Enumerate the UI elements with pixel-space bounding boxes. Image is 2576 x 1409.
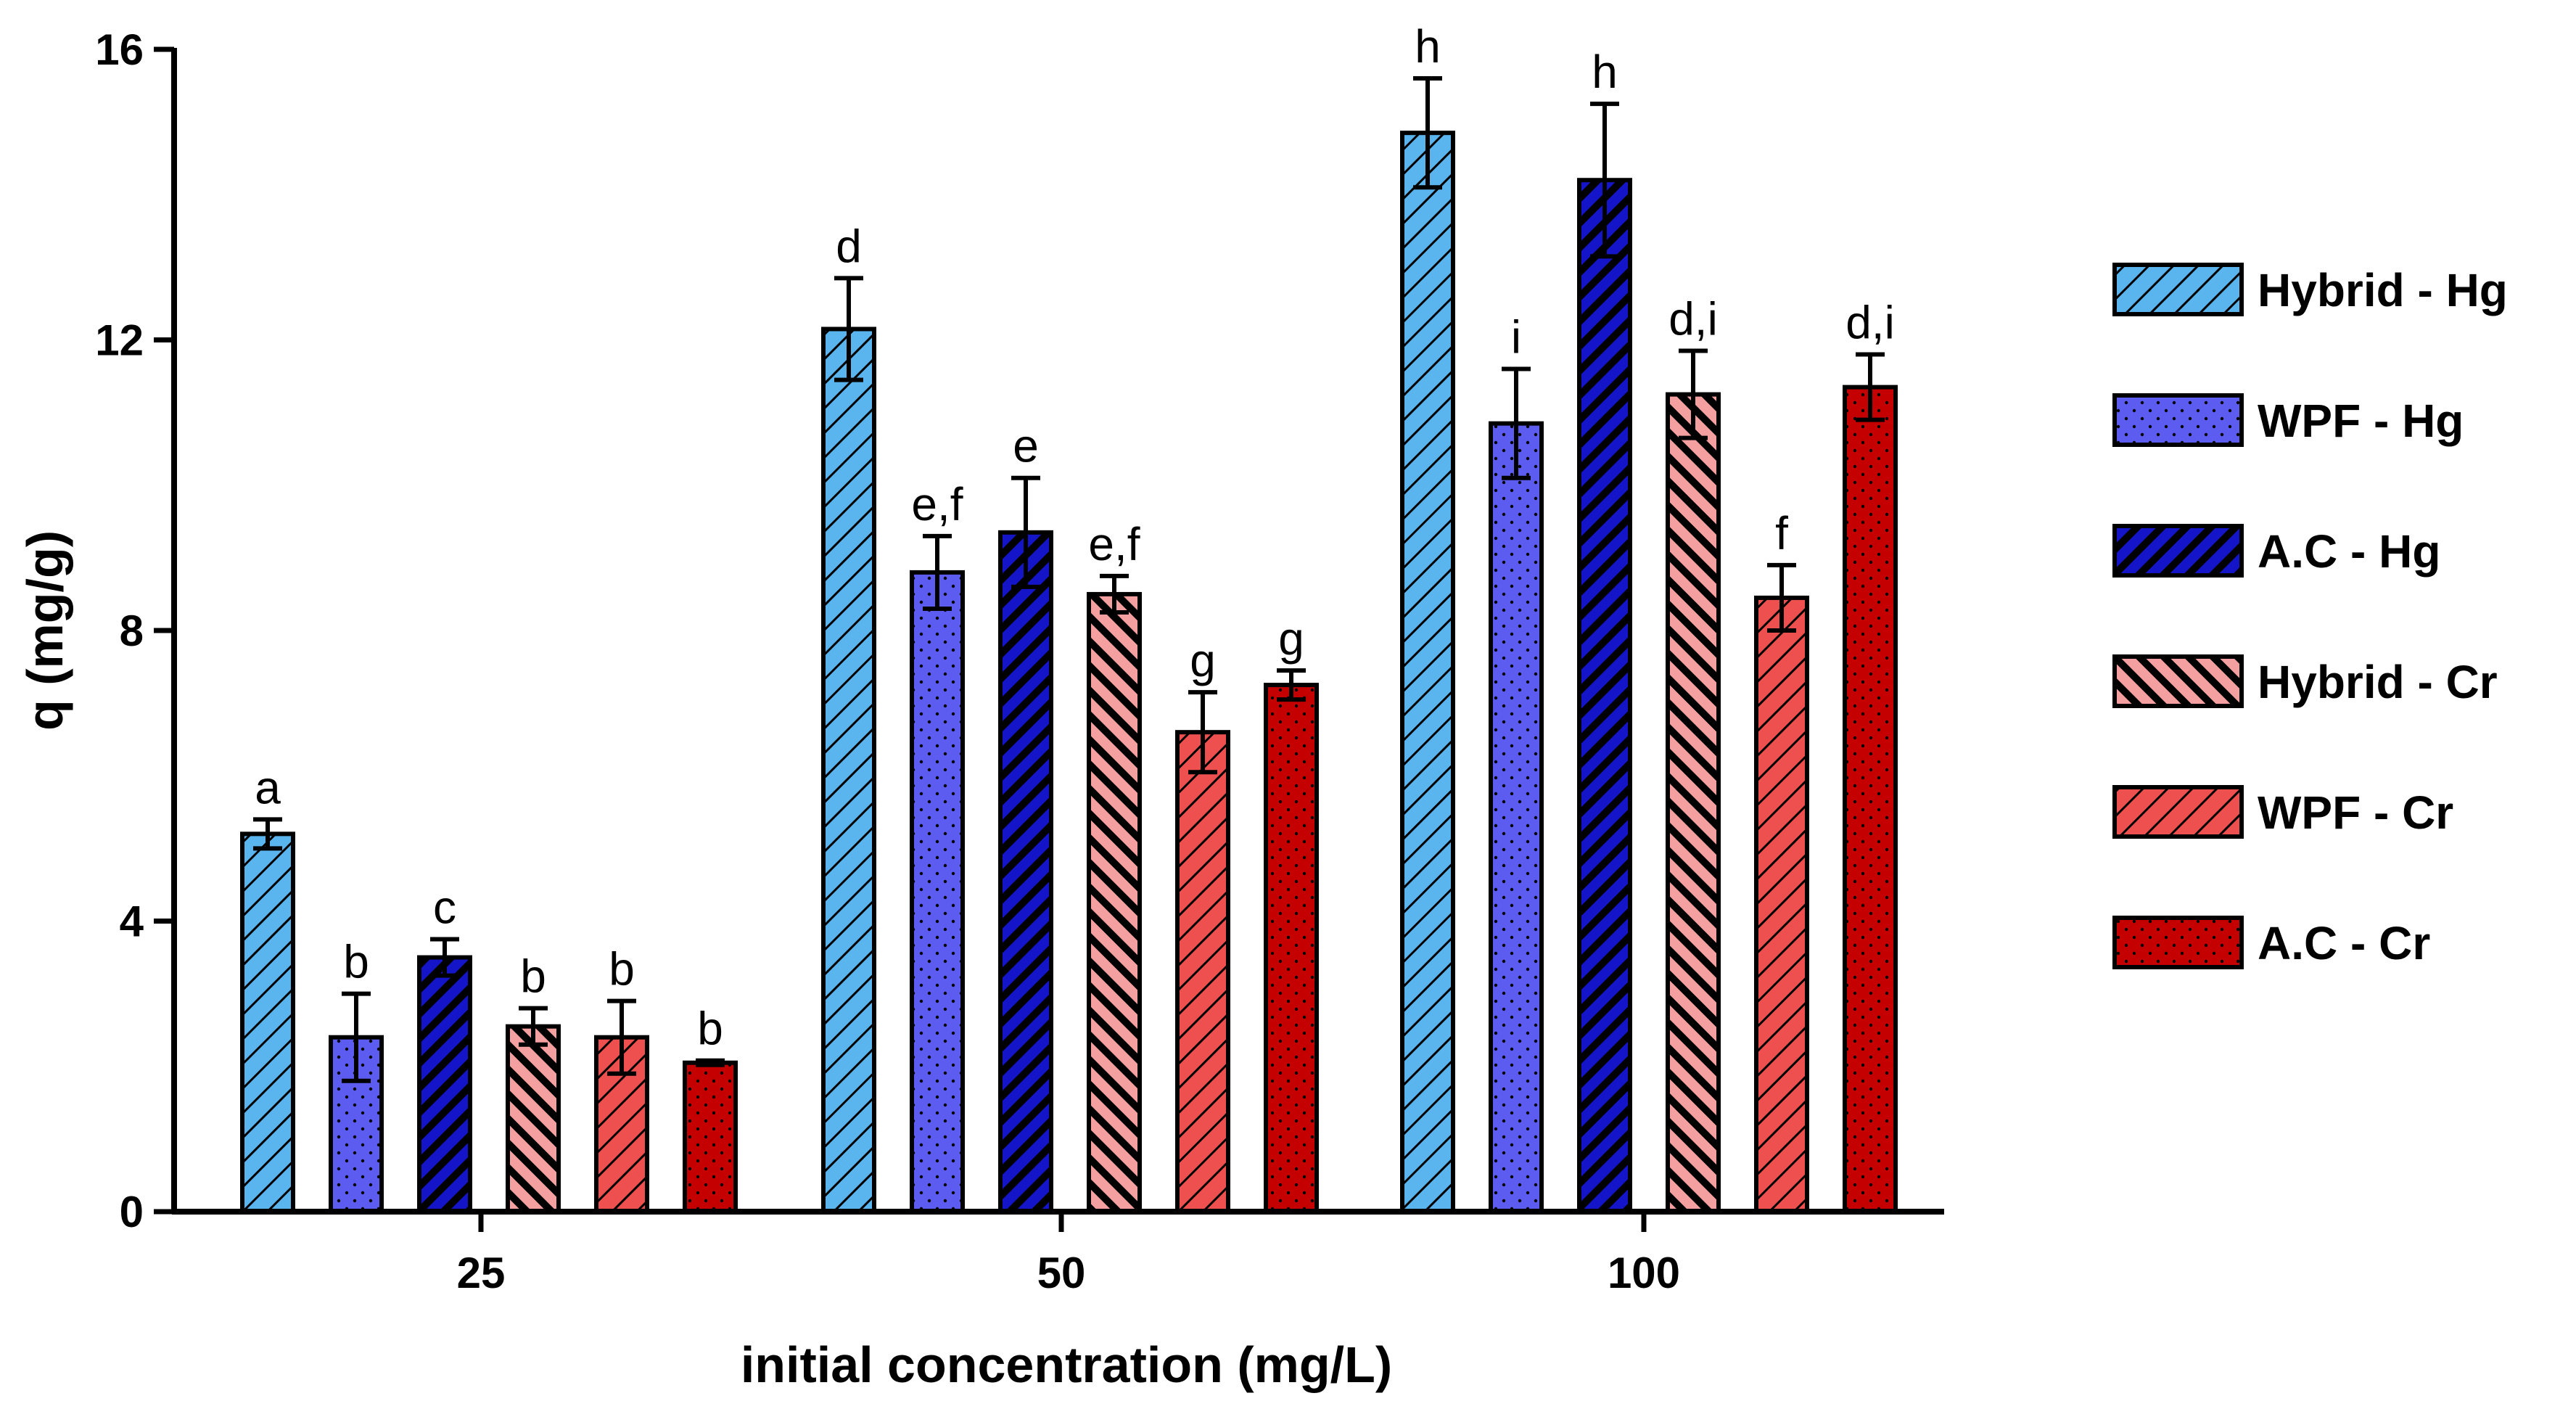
bar-a-c-cr-25 [683,1060,738,1215]
legend-item-wpf-hg: WPF - Hg [2112,393,2464,447]
significance-letter: e,f [911,478,963,530]
significance-letter: a [255,761,281,813]
significance-letter: b [697,1003,723,1055]
significance-letter: g [1278,612,1304,665]
legend-label: Hybrid - Hg [2258,264,2508,316]
y-tick-label: 16 [95,25,144,74]
significance-letter: b [520,950,546,1003]
significance-letter: h [1592,46,1618,98]
y-tick-label: 4 [120,897,144,946]
bar-wpf-cr-50 [1175,730,1230,1214]
bar-hybrid-cr-100 [1666,392,1721,1214]
bar-a-c-hg-50 [998,530,1053,1214]
legend-item-a-c-hg: A.C - Hg [2112,524,2440,578]
x-tick-label: 25 [457,1249,506,1297]
significance-letter: d [836,220,862,272]
legend-swatch [2112,654,2244,708]
legend-swatch [2112,785,2244,839]
y-tick-label: 12 [95,316,144,365]
x-tick-label: 50 [1037,1249,1086,1297]
bar-a-c-hg-25 [417,955,472,1214]
significance-letter: g [1190,634,1216,686]
bar-hybrid-hg-25 [240,831,295,1214]
significance-letter: c [433,882,456,934]
legend-swatch [2112,524,2244,578]
legend-item-a-c-cr: A.C - Cr [2112,916,2430,969]
significance-letter: b [343,936,369,988]
significance-letter: d,i [1845,297,1895,349]
significance-letter: f [1775,507,1788,559]
legend-label: A.C - Cr [2258,917,2430,969]
legend-label: Hybrid - Cr [2258,656,2498,708]
significance-letter: i [1511,311,1521,363]
legend-item-hybrid-cr: Hybrid - Cr [2112,654,2498,708]
significance-letter: e [1013,420,1039,472]
y-axis-title: q (mg/g) [17,530,73,731]
x-axis-title: initial concentration (mg/L) [741,1336,1392,1393]
bar-hybrid-hg-50 [821,326,876,1215]
bar-wpf-hg-100 [1489,421,1544,1214]
legend-swatch [2112,916,2244,969]
significance-letter: h [1415,20,1441,73]
y-tick-label: 8 [120,607,144,655]
significance-letter: e,f [1088,518,1140,570]
legend-swatch [2112,393,2244,447]
bar-a-c-hg-100 [1577,178,1632,1215]
bar-hybrid-hg-100 [1400,131,1455,1214]
legend-label: WPF - Hg [2258,395,2464,447]
bar-a-c-cr-100 [1843,385,1898,1214]
significance-letter: b [609,943,635,995]
bar-wpf-hg-50 [910,570,965,1214]
legend-item-wpf-cr: WPF - Cr [2112,785,2453,839]
legend-swatch [2112,263,2244,316]
legend-label: A.C - Hg [2258,525,2440,578]
bar-hybrid-cr-50 [1087,591,1142,1214]
x-tick-label: 100 [1608,1249,1680,1297]
legend-item-hybrid-hg: Hybrid - Hg [2112,263,2508,316]
bar-hybrid-cr-25 [506,1024,561,1215]
significance-letter: d,i [1668,293,1718,345]
y-tick-label: 0 [120,1188,144,1236]
legend-label: WPF - Cr [2258,786,2453,839]
bar-wpf-cr-100 [1754,595,1809,1214]
bar-a-c-cr-50 [1264,683,1319,1214]
